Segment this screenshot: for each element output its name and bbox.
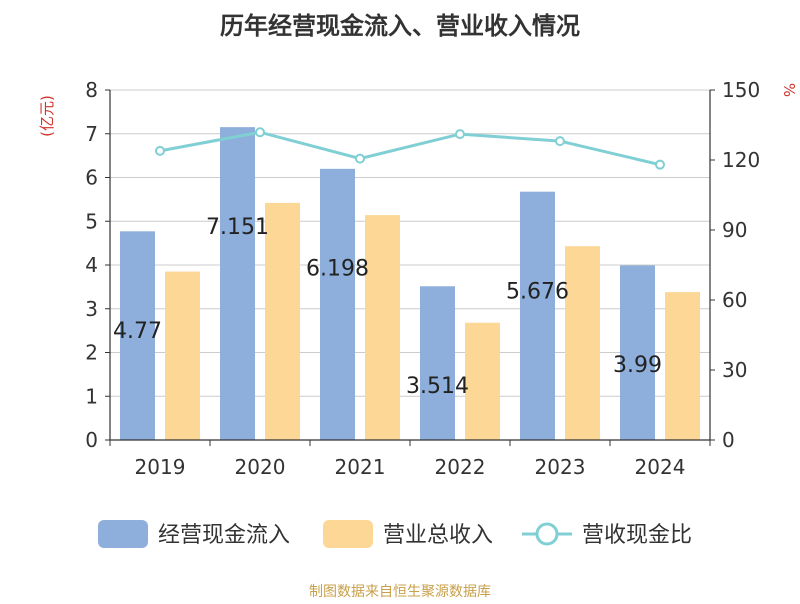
- legend-label-revenue: 营业总收入: [383, 523, 493, 548]
- data-label: 3.99: [613, 353, 662, 378]
- bar-cash-inflow: [120, 231, 155, 440]
- left-tick-label: 4: [85, 253, 98, 277]
- right-tick-label: 120: [722, 148, 760, 172]
- bar-cash-inflow: [320, 168, 355, 440]
- x-tick-label: 2021: [335, 455, 386, 479]
- right-tick-label: 0: [722, 428, 735, 452]
- legend: 经营现金流入 营业总收入 营收现金比: [98, 520, 692, 548]
- ratio-point: [255, 127, 265, 138]
- gridlines: [110, 89, 710, 397]
- legend-marker-ratio: [535, 522, 559, 546]
- ratio-line: [155, 127, 665, 170]
- bar-revenue: [165, 271, 200, 440]
- bars: [120, 127, 700, 441]
- data-label: 4.77: [113, 319, 162, 344]
- x-tick-label: 2024: [635, 455, 686, 479]
- bar-revenue: [565, 246, 600, 440]
- bar-revenue: [265, 202, 300, 440]
- right-tick-label: 60: [722, 288, 747, 312]
- legend-label-ratio: 营收现金比: [582, 523, 692, 548]
- right-axis-label: %: [780, 83, 798, 97]
- x-tick-label: 2023: [535, 455, 586, 479]
- x-tick-label: 2022: [435, 455, 486, 479]
- x-tick-label: 2019: [135, 455, 186, 479]
- axes: 0 1 2 3 4 5 6 7 8 0 30 60 90 120 150 2019 2020 2021 2022 20…: [85, 78, 760, 479]
- ratio-point: [155, 145, 165, 156]
- left-tick-label: 0: [85, 428, 98, 452]
- left-axis-label: (亿元): [38, 95, 56, 137]
- data-label: 5.676: [506, 279, 569, 304]
- left-tick-label: 6: [85, 166, 98, 190]
- right-tick-label: 150: [722, 78, 760, 102]
- chart-title: 历年经营现金流入、营业收入情况: [220, 12, 580, 40]
- ratio-point: [655, 159, 665, 170]
- right-tick-label: 90: [722, 218, 747, 242]
- left-tick-label: 2: [85, 341, 98, 365]
- ratio-point: [455, 129, 465, 140]
- bar-cash-inflow: [220, 127, 255, 441]
- ratio-point: [355, 153, 365, 164]
- data-label: 3.514: [406, 374, 469, 399]
- left-tick-label: 8: [85, 78, 98, 102]
- right-tick-label: 30: [722, 358, 747, 382]
- left-tick-label: 1: [85, 384, 98, 408]
- data-labels: 4.77 7.151 6.198 3.514 5.676 3.99: [113, 215, 662, 399]
- data-label: 7.151: [206, 215, 269, 240]
- bar-cash-inflow: [620, 265, 655, 440]
- legend-swatch-cash-inflow: [98, 520, 148, 548]
- ratio-point: [555, 136, 565, 147]
- bar-cash-inflow: [520, 191, 555, 440]
- bar-revenue: [365, 215, 400, 440]
- ratio-polyline: [159, 130, 661, 167]
- left-tick-label: 7: [85, 122, 98, 146]
- left-tick-label: 5: [85, 209, 98, 233]
- bar-revenue: [465, 322, 500, 440]
- bar-cash-inflow: [420, 286, 455, 440]
- legend-swatch-revenue: [323, 520, 373, 548]
- source-note: 制图数据来自恒生聚源数据库: [309, 584, 491, 600]
- x-tick-label: 2020: [235, 455, 286, 479]
- legend-label-cash-inflow: 经营现金流入: [158, 523, 290, 548]
- data-label: 6.198: [306, 257, 369, 282]
- bar-revenue: [665, 292, 700, 440]
- left-tick-label: 3: [85, 297, 98, 321]
